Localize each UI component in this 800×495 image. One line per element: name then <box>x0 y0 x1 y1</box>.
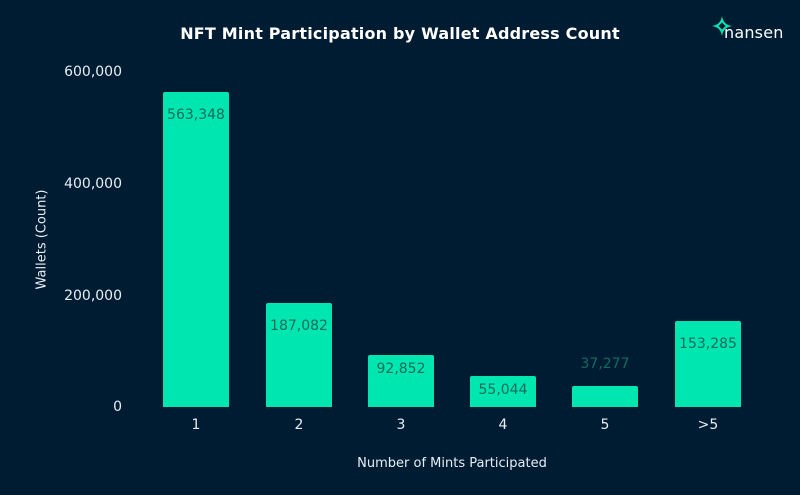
x-tick: >5 <box>697 417 719 433</box>
y-axis-label: Wallets (Count) <box>34 189 50 290</box>
nansen-logo: nansen <box>712 16 792 46</box>
chart-title: NFT Mint Participation by Wallet Address… <box>180 24 620 43</box>
y-tick: 400,000 <box>64 176 122 192</box>
y-tick: 200,000 <box>64 288 122 304</box>
bar-value-label: 37,277 <box>580 356 630 372</box>
x-tick: 2 <box>294 417 304 433</box>
y-tick: 0 <box>113 399 122 415</box>
bar-value-label: 153,285 <box>679 336 737 352</box>
x-tick: 5 <box>600 417 610 433</box>
bar-value-label: 55,044 <box>478 382 528 398</box>
x-tick: 4 <box>498 417 508 433</box>
bar-value-label: 563,348 <box>167 107 225 123</box>
bar-value-label: 92,852 <box>376 361 426 377</box>
x-tick: 3 <box>396 417 406 433</box>
bar: 187,082 <box>266 303 332 407</box>
nansen-star-icon <box>712 16 732 36</box>
bar: 92,852 <box>368 355 434 407</box>
bar: 37,277 <box>572 356 638 407</box>
logo-text: nansen <box>724 23 784 42</box>
x-axis-label: Number of Mints Participated <box>357 456 547 471</box>
bar-value-label: 187,082 <box>270 318 328 334</box>
bar: 153,285 <box>675 321 741 407</box>
bar: 55,044 <box>470 376 536 407</box>
y-tick: 600,000 <box>64 64 122 80</box>
bar: 563,348 <box>163 92 229 407</box>
x-tick: 1 <box>191 417 201 433</box>
